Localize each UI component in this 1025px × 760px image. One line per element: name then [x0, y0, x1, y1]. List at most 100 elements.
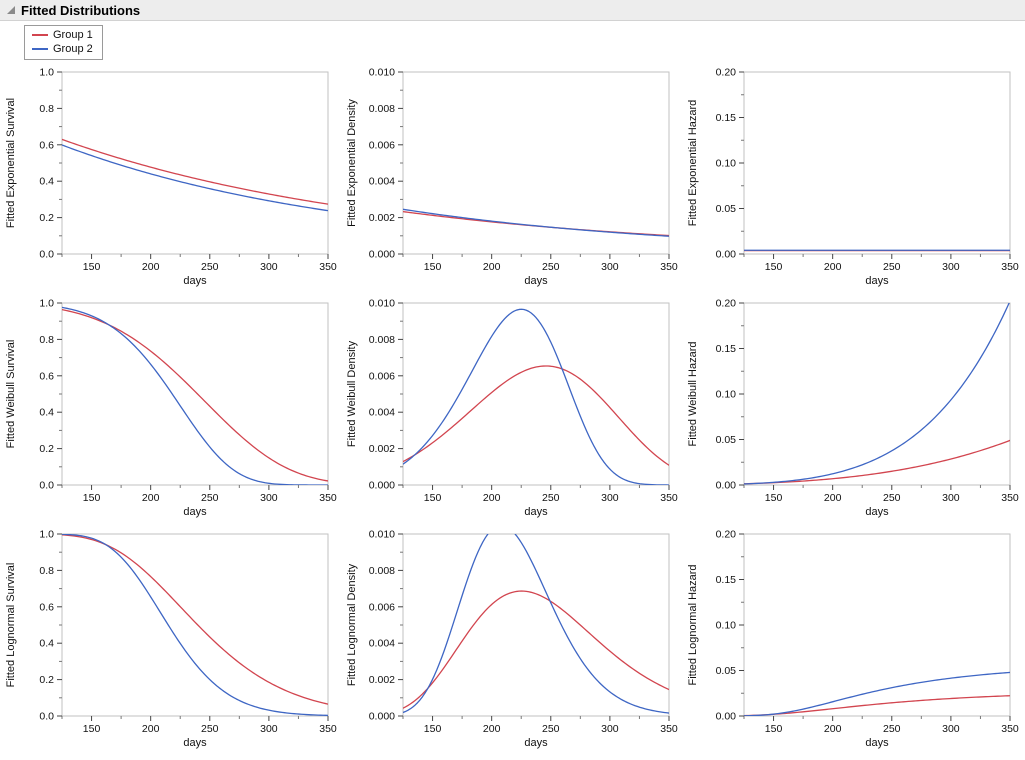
y-tick-label: 0.0: [39, 249, 54, 261]
disclosure-triangle-icon[interactable]: [4, 3, 18, 17]
y-tick-label: 0.008: [369, 334, 395, 346]
x-axis-title: days: [524, 737, 548, 749]
x-tick-label: 250: [542, 261, 560, 273]
chart-fitted-exponential-survival: 150 200 250 300 350 0.0 0.2 0.4 0.6 0.8 1.0 days Fit…: [0, 62, 341, 293]
y-tick-label: 0.000: [369, 480, 395, 492]
y-tick-label: 0.006: [369, 370, 395, 382]
x-axis-title: days: [865, 737, 889, 749]
plot-frame: [402, 71, 670, 255]
y-tick-label: 0.010: [369, 529, 395, 541]
x-axis-title: days: [865, 275, 889, 287]
y-tick-label: 0.000: [369, 249, 395, 261]
plot-frame: [743, 533, 1011, 717]
y-tick-label: 0.2: [39, 674, 54, 686]
charts-grid: 150 200 250 300 350 0.0 0.2 0.4 0.6 0.8 1.0 days Fit…: [0, 62, 1025, 755]
y-tick-label: 0.004: [369, 407, 395, 419]
x-tick-label: 200: [483, 723, 501, 735]
x-tick-label: 250: [201, 492, 219, 504]
y-tick-label: 0.6: [39, 139, 54, 151]
x-tick-label: 300: [260, 723, 278, 735]
y-tick-label: 0.6: [39, 370, 54, 382]
group-2-line-swatch: [32, 48, 48, 50]
y-tick-label: 0.10: [716, 620, 737, 632]
x-tick-label: 150: [424, 261, 442, 273]
chart-fitted-exponential-hazard: 150 200 250 300 350 0.00 0.05 0.10 0.15 0.20 days F…: [682, 62, 1023, 293]
group-1-line-swatch: [32, 34, 48, 36]
chart-fitted-weibull-survival: 150 200 250 300 350 0.0 0.2 0.4 0.6 0.8 1.0 days Fit…: [0, 293, 341, 524]
y-tick-label: 0.008: [369, 565, 395, 577]
chart-svg: 150 200 250 300 350 0.0 0.2 0.4 0.6 0.8 1.0 days Fit…: [5, 67, 337, 288]
x-tick-label: 200: [142, 723, 160, 735]
y-tick-label: 0.00: [716, 480, 737, 492]
x-tick-label: 350: [319, 492, 337, 504]
y-tick-label: 0.8: [39, 334, 54, 346]
y-tick-label: 0.10: [716, 389, 737, 401]
y-axis-title: Fitted Weibull Density: [346, 340, 358, 447]
y-tick-label: 0.006: [369, 139, 395, 151]
series-line-group-2: [403, 208, 669, 237]
series-line-group-1: [62, 138, 328, 205]
y-axis-title: Fitted Exponential Hazard: [687, 100, 699, 227]
y-tick-label: 1.0: [39, 298, 54, 310]
x-tick-label: 150: [83, 723, 101, 735]
x-tick-label: 150: [765, 261, 783, 273]
x-tick-label: 300: [601, 261, 619, 273]
plot-frame: [61, 302, 329, 486]
plot-frame: [61, 71, 329, 255]
y-tick-label: 0.006: [369, 601, 395, 613]
x-tick-label: 250: [883, 261, 901, 273]
series-line-group-2: [62, 534, 328, 716]
chart-svg: 150 200 250 300 350 0.000 0.002 0.004 0.006 0.008…: [346, 298, 678, 519]
y-tick-label: 0.00: [716, 711, 737, 723]
x-axis-title: days: [183, 506, 207, 518]
y-axis-title: Fitted Lognormal Density: [346, 563, 358, 686]
chart-fitted-weibull-density: 150 200 250 300 350 0.000 0.002 0.004 0.006 0.008…: [341, 293, 682, 524]
series-line-group-1: [744, 439, 1010, 485]
chart-svg: 150 200 250 300 350 0.00 0.05 0.10 0.15 0.20 days F…: [687, 529, 1019, 750]
x-tick-label: 250: [883, 492, 901, 504]
plot-frame: [402, 533, 670, 717]
y-tick-label: 0.2: [39, 443, 54, 455]
x-tick-label: 150: [424, 723, 442, 735]
y-axis-title: Fitted Lognormal Hazard: [687, 564, 699, 685]
x-tick-label: 150: [83, 261, 101, 273]
x-tick-label: 200: [142, 492, 160, 504]
series-line-group-2: [403, 308, 669, 485]
y-tick-label: 0.4: [39, 176, 54, 188]
series-line-group-2: [403, 534, 669, 714]
outline-header: Fitted Distributions: [0, 0, 1025, 21]
y-tick-label: 1.0: [39, 529, 54, 541]
y-tick-label: 0.8: [39, 565, 54, 577]
chart-fitted-lognormal-density: 150 200 250 300 350 0.000 0.002 0.004 0.006 0.008…: [341, 524, 682, 755]
y-tick-label: 0.15: [716, 112, 737, 124]
y-tick-label: 0.8: [39, 103, 54, 115]
x-tick-label: 300: [942, 723, 960, 735]
chart-fitted-exponential-density: 150 200 250 300 350 0.000 0.002 0.004 0.006 0.008…: [341, 62, 682, 293]
y-axis-title: Fitted Exponential Density: [346, 99, 358, 227]
chart-svg: 150 200 250 300 350 0.0 0.2 0.4 0.6 0.8 1.0 days Fit…: [5, 529, 337, 750]
x-tick-label: 300: [601, 723, 619, 735]
plot-frame: [743, 302, 1011, 486]
y-tick-label: 0.05: [716, 434, 737, 446]
x-tick-label: 250: [542, 492, 560, 504]
x-tick-label: 250: [542, 723, 560, 735]
x-tick-label: 150: [765, 723, 783, 735]
y-tick-label: 1.0: [39, 67, 54, 79]
y-tick-label: 0.20: [716, 298, 737, 310]
x-tick-label: 350: [319, 723, 337, 735]
x-axis-title: days: [524, 275, 548, 287]
x-tick-label: 350: [660, 492, 678, 504]
y-axis-title: Fitted Lognormal Survival: [5, 563, 17, 688]
x-tick-label: 150: [765, 492, 783, 504]
series-line-group-2: [744, 303, 1010, 485]
series-line-group-1: [403, 590, 669, 709]
y-axis-title: Fitted Weibull Survival: [5, 340, 17, 449]
legend: Group 1 Group 2: [24, 25, 103, 60]
chart-svg: 150 200 250 300 350 0.00 0.05 0.10 0.15 0.20 days F…: [687, 67, 1019, 288]
y-tick-label: 0.0: [39, 480, 54, 492]
chart-svg: 150 200 250 300 350 0.000 0.002 0.004 0.006 0.008…: [346, 529, 678, 750]
y-tick-label: 0.05: [716, 203, 737, 215]
x-tick-label: 350: [1001, 723, 1019, 735]
series-line-group-2: [62, 306, 328, 485]
chart-fitted-lognormal-survival: 150 200 250 300 350 0.0 0.2 0.4 0.6 0.8 1.0 days Fit…: [0, 524, 341, 755]
